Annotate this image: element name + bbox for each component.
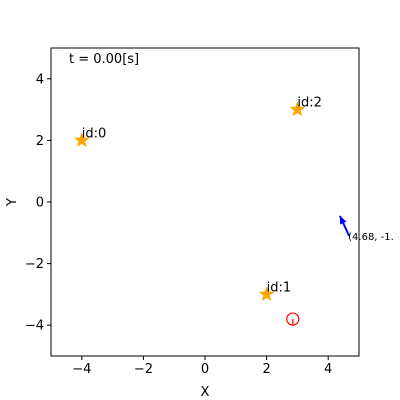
x-axis-label: X [201, 385, 210, 400]
y-tick-label: 4 [36, 72, 44, 87]
x-tick-label: 2 [262, 362, 270, 377]
landmark-label: id:0 [82, 126, 107, 141]
x-tick-label: 4 [324, 362, 332, 377]
y-axis-label: Y [5, 198, 20, 207]
arrow-coordinate-label: (4.68, -1. [348, 232, 394, 243]
y-tick-label: −2 [25, 257, 44, 272]
x-tick-label: −4 [72, 362, 91, 377]
landmark-label: id:1 [267, 280, 292, 295]
x-tick-label: 0 [201, 362, 209, 377]
y-tick-label: −4 [25, 319, 44, 334]
y-tick-label: 0 [36, 196, 44, 211]
y-tick-label: 2 [36, 134, 44, 149]
arrow-head [339, 215, 347, 225]
landmark-star [289, 101, 306, 117]
landmark-star [258, 286, 275, 302]
x-axis-ticks: −4 −2 0 2 4 [72, 356, 332, 377]
x-tick-label: −2 [134, 362, 153, 377]
plot-marks: id:0 id:1 id:2 [74, 96, 351, 326]
time-text: t = 0.00[s] [69, 52, 139, 67]
axes-frame [50, 47, 360, 357]
landmark-label: id:2 [297, 96, 322, 111]
y-axis-ticks: −4 −2 0 2 4 [25, 72, 51, 334]
landmark-star [74, 132, 90, 148]
